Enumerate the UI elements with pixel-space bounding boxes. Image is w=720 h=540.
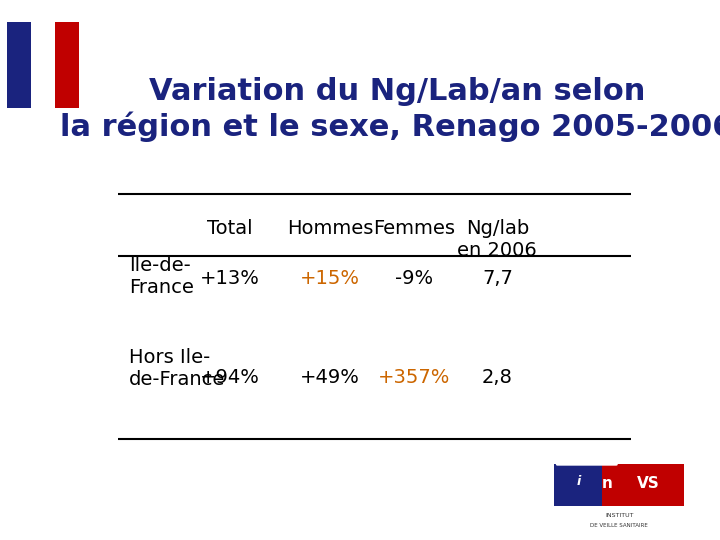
Text: Ng/lab
en 2006: Ng/lab en 2006 bbox=[457, 219, 537, 260]
Text: -9%: -9% bbox=[395, 268, 433, 287]
Text: n: n bbox=[602, 476, 613, 491]
Text: Total: Total bbox=[207, 219, 252, 238]
Text: 7,7: 7,7 bbox=[482, 268, 513, 287]
Bar bbox=[602, 464, 684, 506]
Text: +49%: +49% bbox=[300, 368, 360, 387]
Text: i: i bbox=[577, 475, 581, 488]
Text: Femmes: Femmes bbox=[373, 219, 454, 238]
Text: Hors Ile-
de-France: Hors Ile- de-France bbox=[129, 348, 225, 389]
Text: Ile-de-
France: Ile-de- France bbox=[129, 256, 194, 297]
Text: 2,8: 2,8 bbox=[482, 368, 513, 387]
Text: Variation du Ng/Lab/an selon
la région et le sexe, Renago 2005-2006: Variation du Ng/Lab/an selon la région e… bbox=[60, 77, 720, 141]
Bar bbox=[55, 22, 79, 108]
Text: Hommes: Hommes bbox=[287, 219, 373, 238]
Bar bbox=[554, 464, 619, 506]
Text: +94%: +94% bbox=[199, 368, 259, 387]
FancyBboxPatch shape bbox=[4, 17, 83, 112]
Text: +15%: +15% bbox=[300, 268, 360, 287]
Text: INSTITUT: INSTITUT bbox=[605, 513, 634, 518]
Text: +357%: +357% bbox=[377, 368, 450, 387]
Text: DE VEILLE SANITAIRE: DE VEILLE SANITAIRE bbox=[590, 523, 648, 528]
Bar bbox=[31, 22, 55, 108]
Text: VS: VS bbox=[636, 476, 660, 491]
Text: +13%: +13% bbox=[199, 268, 259, 287]
